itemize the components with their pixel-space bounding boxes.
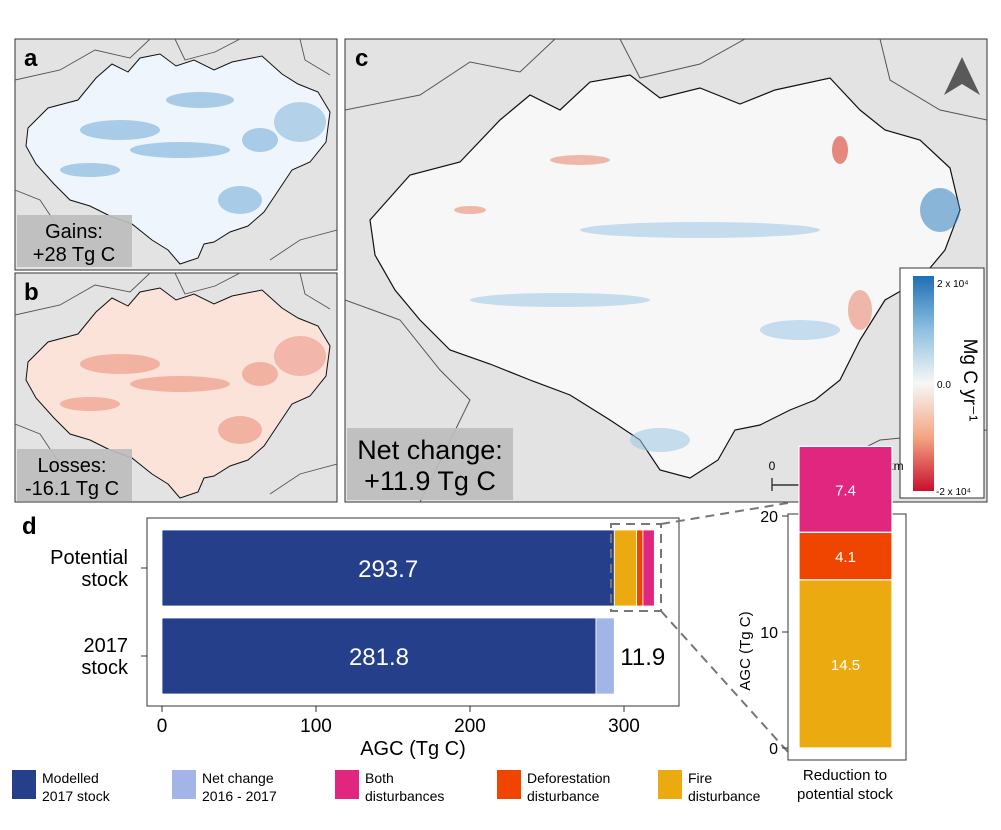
bar-1-net-change-2016-2017: [595, 617, 615, 695]
bar-0-fire-disturbance: [613, 529, 638, 607]
inset-y-tick-label-10: 10: [760, 625, 778, 642]
panel-b-loss-texture: [60, 336, 326, 444]
inset-y-axis-label: AGC (Tg C): [737, 611, 754, 690]
zoom-line-top: [660, 502, 789, 525]
legend-swatch-3: [497, 770, 521, 799]
legend-label-2-line1: Both: [365, 770, 394, 786]
colorbar-unit-label: Mg C yr⁻¹: [959, 339, 980, 422]
x-tick-label-300: 300: [608, 716, 640, 737]
legend-swatch-1: [172, 770, 196, 799]
inset-data-labels: 14.5 4.1 7.4: [831, 482, 860, 674]
panel-b-caption-box: [17, 449, 132, 501]
main-x-axis-label: AGC (Tg C): [360, 738, 466, 760]
panel-b-letter: b: [24, 279, 39, 306]
panel-c-letter: c: [355, 45, 368, 72]
colorbar-mid-label: 0.0: [937, 380, 951, 391]
scale-tick-0: 0: [769, 459, 776, 473]
legend-label-0-line2: 2017 stock: [42, 788, 111, 804]
panel-c-caption-line1: Net change:: [357, 435, 503, 465]
inset-bar-deforestation-disturbance: [798, 531, 893, 581]
zoom-highlight-box: [610, 523, 662, 612]
colorbar-ramp: [913, 276, 934, 491]
category-label-1-line1: stock: [81, 657, 129, 679]
legend-swatch-2: [335, 770, 359, 799]
bar-1-modelled-2017-stock: [161, 617, 597, 695]
panel-a-caption-line2: +28 Tg C: [33, 244, 115, 266]
bar-0-modelled-2017-stock: [161, 529, 615, 607]
panel-c-map: c Net change: +11.9 Tg C 2 x 10⁴ 0.0 -2 …: [344, 38, 988, 503]
panel-c-change-texture: [454, 136, 960, 452]
panel-c-caption-line2: +11.9 Tg C: [364, 466, 496, 496]
panel-a-caption-box: [17, 215, 132, 267]
colorbar-top-label: 2 x 10⁴: [937, 279, 969, 290]
legend-swatch-0: [12, 770, 36, 799]
inset-y-tick-label-20: 20: [760, 509, 778, 526]
north-arrow-icon: [944, 57, 980, 95]
data-label-potential: 293.7: [358, 556, 418, 583]
legend-label-0-line1: Modelled: [42, 770, 99, 786]
zoom-callout: [610, 502, 789, 753]
bar-0-both-disturbances: [642, 529, 655, 607]
inset-y-axis: 0 10 20: [760, 509, 788, 758]
legend-swatch-4: [658, 770, 682, 799]
colorbar-bottom-label: -2 x 10⁴: [936, 487, 971, 498]
inset-data-label-2: 7.4: [835, 482, 856, 499]
legend-label-4-line1: Fire: [688, 770, 712, 786]
inset-data-label-0: 14.5: [831, 657, 860, 674]
inset-y-tick-label-0: 0: [769, 741, 778, 758]
inset-category-line1: Reduction to: [803, 767, 887, 784]
legend-label-1-line1: Net change: [202, 770, 274, 786]
category-label-0-line0: Potential: [50, 547, 128, 569]
panel-c-caption-box: [347, 428, 513, 500]
inset-bars: [798, 445, 893, 749]
legend-label-1-line2: 2016 - 2017: [202, 788, 277, 804]
inset-bar-both-disturbances: [798, 445, 893, 533]
bar-0-deforestation-disturbance: [636, 529, 644, 607]
panel-a-caption-line1: Gains:: [45, 221, 103, 243]
main-data-labels: 293.7 281.8 11.9: [349, 556, 665, 671]
legend-label-2-line2: disturbances: [365, 788, 444, 804]
data-label-net-change: 11.9: [620, 644, 665, 671]
category-label-1-line0: 2017: [84, 635, 129, 657]
panel-a-country-borders: [15, 39, 337, 261]
zoom-line-bottom: [660, 610, 789, 753]
panel-b-caption-line2: -16.1 Tg C: [25, 478, 119, 500]
x-tick-label-100: 100: [300, 716, 332, 737]
x-tick-label-0: 0: [157, 716, 168, 737]
legend-label-4-line2: disturbance: [688, 788, 761, 804]
data-label-2017: 281.8: [349, 644, 409, 671]
main-x-axis: 0 100 200 300: [157, 706, 640, 737]
legend-label-3-line1: Deforestation: [527, 770, 610, 786]
category-label-0-line1: stock: [81, 569, 129, 591]
panel-b-map: b Losses: -16.1 Tg C: [14, 272, 338, 503]
colorbar: 2 x 10⁴ 0.0 -2 x 10⁴ Mg C yr⁻¹: [899, 267, 985, 499]
main-bars: [161, 529, 655, 695]
panel-a-map: a Gains: +28 Tg C: [14, 38, 338, 271]
panel-a-gain-texture: [60, 92, 326, 214]
panel-a-letter: a: [24, 45, 38, 72]
x-tick-label-200: 200: [454, 716, 486, 737]
inset-bar-chart: 0 10 20 14.5 4.1 7.4 AGC (Tg C) Reduction to…: [737, 445, 907, 803]
inset-data-label-1: 4.1: [835, 549, 856, 566]
panel-b-caption-line1: Losses:: [38, 455, 107, 477]
inset-category-line2: potential stock: [797, 786, 893, 803]
legend: Modelled 2017 stock Net change 2016 - 2017 B…: [12, 770, 761, 804]
inset-bar-fire-disturbance: [798, 579, 893, 749]
panel-d-letter: d: [22, 513, 37, 540]
legend-label-3-line2: disturbance: [527, 788, 600, 804]
